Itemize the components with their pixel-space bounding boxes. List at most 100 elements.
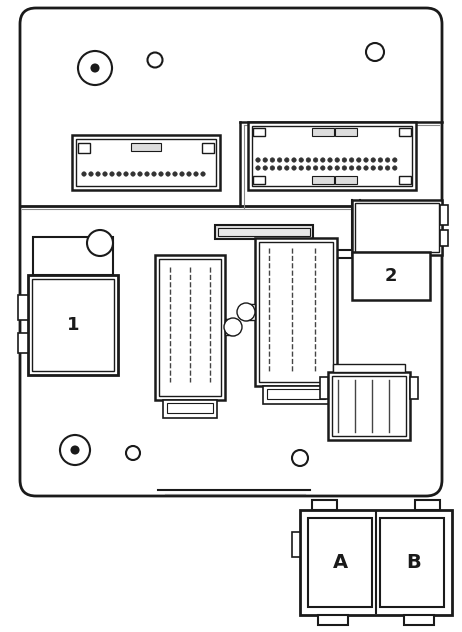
Bar xyxy=(18,333,28,353)
Circle shape xyxy=(173,172,177,176)
Circle shape xyxy=(124,172,128,176)
Bar xyxy=(225,319,235,335)
Bar xyxy=(255,238,337,386)
Bar xyxy=(332,376,406,436)
Circle shape xyxy=(166,172,170,176)
Circle shape xyxy=(349,158,354,162)
Circle shape xyxy=(328,166,332,170)
Text: 2: 2 xyxy=(385,267,397,285)
Bar xyxy=(300,510,452,615)
Circle shape xyxy=(292,166,296,170)
Circle shape xyxy=(292,158,296,162)
Circle shape xyxy=(299,158,304,162)
Circle shape xyxy=(349,166,354,170)
Text: B: B xyxy=(407,553,421,572)
Bar xyxy=(399,128,411,136)
Circle shape xyxy=(103,172,107,176)
Circle shape xyxy=(126,446,140,460)
Circle shape xyxy=(364,158,368,162)
Bar xyxy=(263,386,329,404)
Bar xyxy=(155,255,225,400)
Circle shape xyxy=(270,158,274,162)
FancyBboxPatch shape xyxy=(20,8,442,496)
Circle shape xyxy=(91,64,98,71)
Bar xyxy=(32,279,114,371)
Circle shape xyxy=(285,166,289,170)
Circle shape xyxy=(299,166,304,170)
Bar xyxy=(335,176,357,184)
Circle shape xyxy=(187,172,191,176)
Bar xyxy=(318,615,348,625)
Bar xyxy=(248,122,416,190)
Bar xyxy=(308,518,372,607)
Circle shape xyxy=(60,435,90,465)
Bar xyxy=(245,304,255,320)
Circle shape xyxy=(366,43,384,61)
Circle shape xyxy=(342,158,346,162)
Circle shape xyxy=(138,172,142,176)
Circle shape xyxy=(313,158,318,162)
Bar xyxy=(404,615,434,625)
Circle shape xyxy=(378,166,383,170)
Bar xyxy=(399,176,411,184)
Circle shape xyxy=(237,303,255,321)
Bar xyxy=(440,230,448,246)
Bar xyxy=(267,389,325,399)
Circle shape xyxy=(78,51,112,85)
Circle shape xyxy=(321,166,325,170)
Circle shape xyxy=(131,172,135,176)
Circle shape xyxy=(335,158,340,162)
Text: A: A xyxy=(333,553,347,572)
Circle shape xyxy=(385,166,390,170)
Bar xyxy=(253,128,265,136)
Circle shape xyxy=(147,52,163,68)
Bar xyxy=(352,252,430,300)
Circle shape xyxy=(110,172,114,176)
Circle shape xyxy=(306,166,310,170)
Circle shape xyxy=(263,166,267,170)
Circle shape xyxy=(256,158,260,162)
Bar xyxy=(78,143,90,153)
Circle shape xyxy=(364,166,368,170)
Circle shape xyxy=(285,158,289,162)
Bar xyxy=(380,518,444,607)
Bar xyxy=(328,372,410,440)
Circle shape xyxy=(194,172,198,176)
Bar xyxy=(163,400,217,418)
Bar xyxy=(167,403,213,413)
Bar xyxy=(440,205,448,225)
Circle shape xyxy=(393,158,397,162)
Circle shape xyxy=(87,230,113,256)
Bar xyxy=(252,126,412,186)
Bar xyxy=(312,128,334,136)
Bar xyxy=(72,135,220,190)
Circle shape xyxy=(393,166,397,170)
Circle shape xyxy=(357,158,361,162)
Circle shape xyxy=(277,166,282,170)
Bar xyxy=(335,128,357,136)
Bar xyxy=(76,139,216,186)
Circle shape xyxy=(152,172,156,176)
Circle shape xyxy=(378,158,383,162)
Bar xyxy=(333,364,405,372)
Circle shape xyxy=(335,166,340,170)
Bar xyxy=(259,242,333,382)
Circle shape xyxy=(313,166,318,170)
Bar xyxy=(215,225,313,239)
Circle shape xyxy=(306,158,310,162)
Circle shape xyxy=(292,450,308,466)
Bar xyxy=(312,176,334,184)
Circle shape xyxy=(342,166,346,170)
Circle shape xyxy=(277,158,282,162)
Circle shape xyxy=(201,172,205,176)
Bar xyxy=(33,237,113,275)
Bar xyxy=(131,143,161,151)
Bar xyxy=(18,295,28,320)
Circle shape xyxy=(117,172,121,176)
Bar xyxy=(202,143,214,153)
Circle shape xyxy=(89,172,93,176)
Circle shape xyxy=(385,158,390,162)
Circle shape xyxy=(357,166,361,170)
Bar xyxy=(355,203,439,252)
Bar xyxy=(159,259,221,396)
